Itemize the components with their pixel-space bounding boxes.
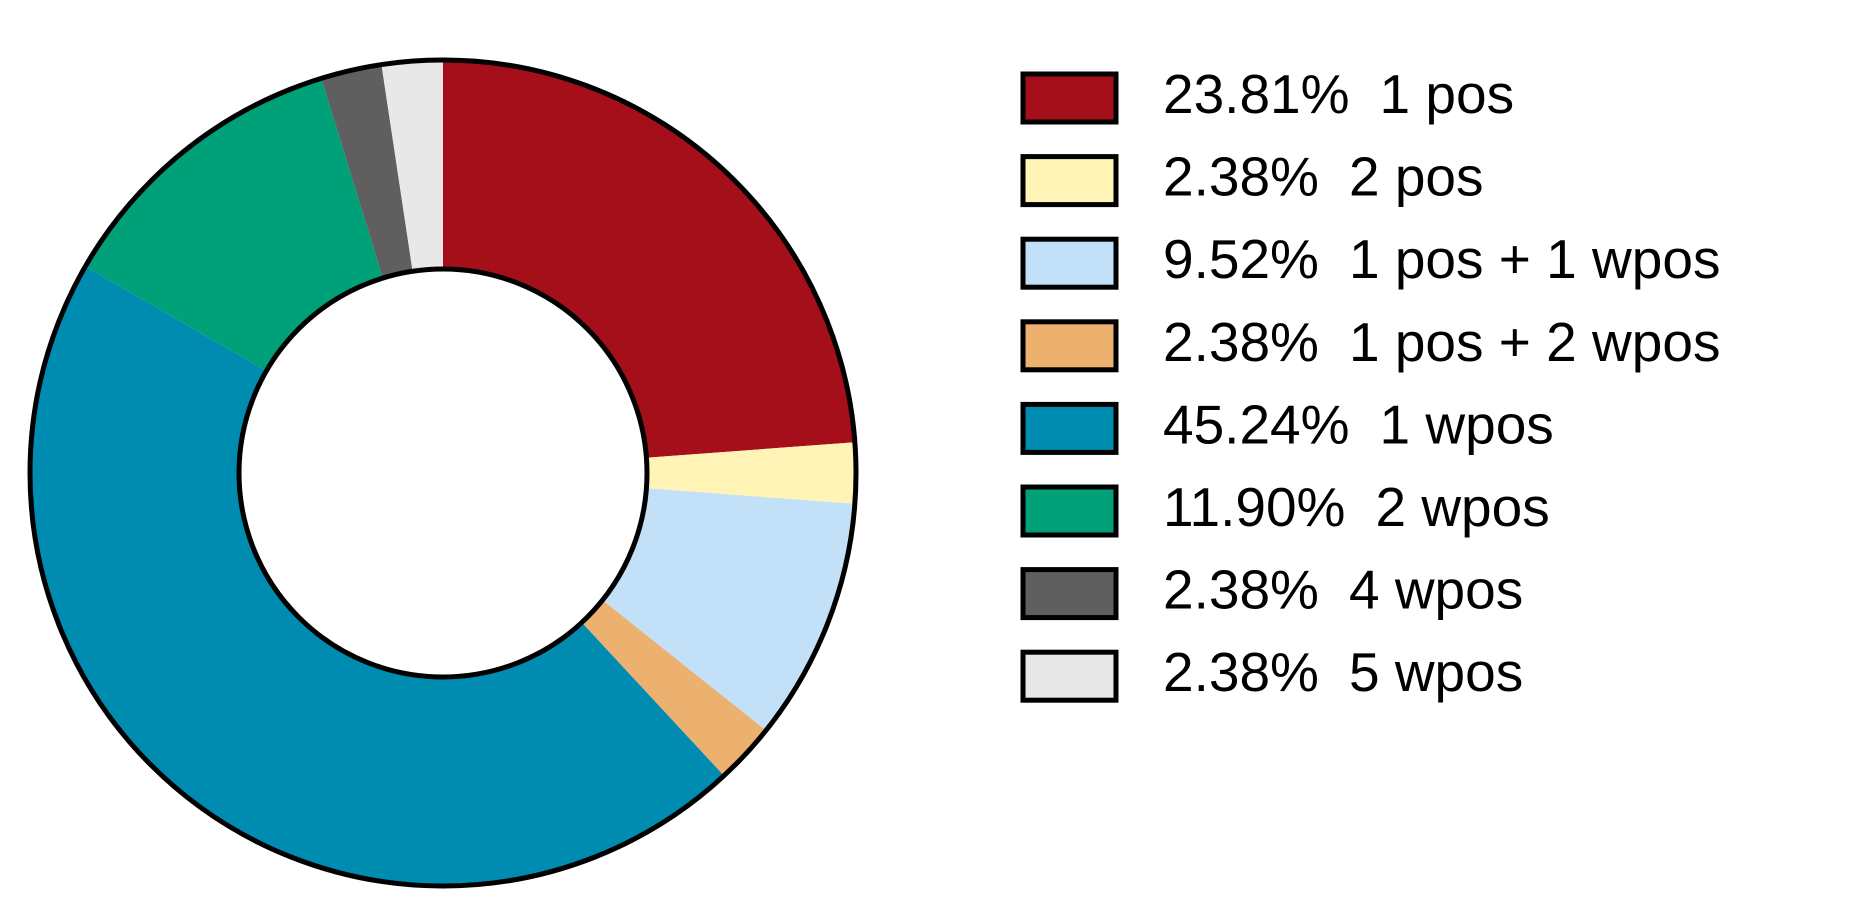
- legend-swatch: [1020, 484, 1119, 538]
- donut-slice: [29, 266, 724, 887]
- donut-slice: [443, 60, 855, 458]
- legend-label: 23.81% 1 pos: [1163, 63, 1514, 125]
- legend-category: 5 wpos: [1349, 641, 1523, 703]
- legend-label: 45.24% 1 wpos: [1163, 393, 1554, 455]
- legend-swatch: [1020, 236, 1119, 290]
- legend-swatch: [1020, 71, 1119, 125]
- donut-slice: [381, 60, 443, 272]
- donut-slice: [85, 78, 383, 371]
- legend-category: 2 wpos: [1375, 476, 1549, 538]
- legend-swatch: [1020, 401, 1119, 455]
- donut-outline: [27, 57, 859, 889]
- legend-category: 1 pos: [1380, 63, 1515, 125]
- legend-value: 2.38%: [1163, 641, 1319, 703]
- donut-slice: [646, 442, 856, 504]
- legend-value: 45.24%: [1163, 393, 1350, 455]
- legend-category: 1 wpos: [1380, 393, 1554, 455]
- legend-value: 2.38%: [1163, 558, 1319, 620]
- legend-value: 9.52%: [1163, 228, 1319, 290]
- donut-hole: [236, 266, 650, 680]
- legend-label: 2.38% 4 wpos: [1163, 558, 1523, 620]
- legend-swatch: [1020, 319, 1119, 373]
- legend-category: 1 pos + 2 wpos: [1349, 310, 1721, 372]
- legend-swatch: [1020, 567, 1119, 621]
- legend-category: 2 pos: [1349, 145, 1484, 207]
- legend-swatch: [1020, 649, 1119, 703]
- legend-value: 23.81%: [1163, 63, 1350, 125]
- legend-swatch: [1020, 154, 1119, 208]
- legend-label: 2.38% 1 pos + 2 wpos: [1163, 310, 1720, 372]
- legend-label: 2.38% 5 wpos: [1163, 641, 1523, 703]
- donut-slice: [602, 488, 855, 731]
- legend-label: 11.90% 2 wpos: [1163, 476, 1550, 538]
- legend-label: 2.38% 2 pos: [1163, 145, 1484, 207]
- legend-value: 11.90%: [1163, 476, 1345, 538]
- legend-value: 2.38%: [1163, 145, 1319, 207]
- donut-slice: [581, 600, 766, 776]
- donut-slice: [321, 64, 413, 279]
- legend-label: 9.52% 1 pos + 1 wpos: [1163, 228, 1720, 290]
- legend-value: 2.38%: [1163, 310, 1319, 372]
- legend-category: 4 wpos: [1349, 558, 1523, 620]
- legend-category: 1 pos + 1 wpos: [1349, 228, 1721, 290]
